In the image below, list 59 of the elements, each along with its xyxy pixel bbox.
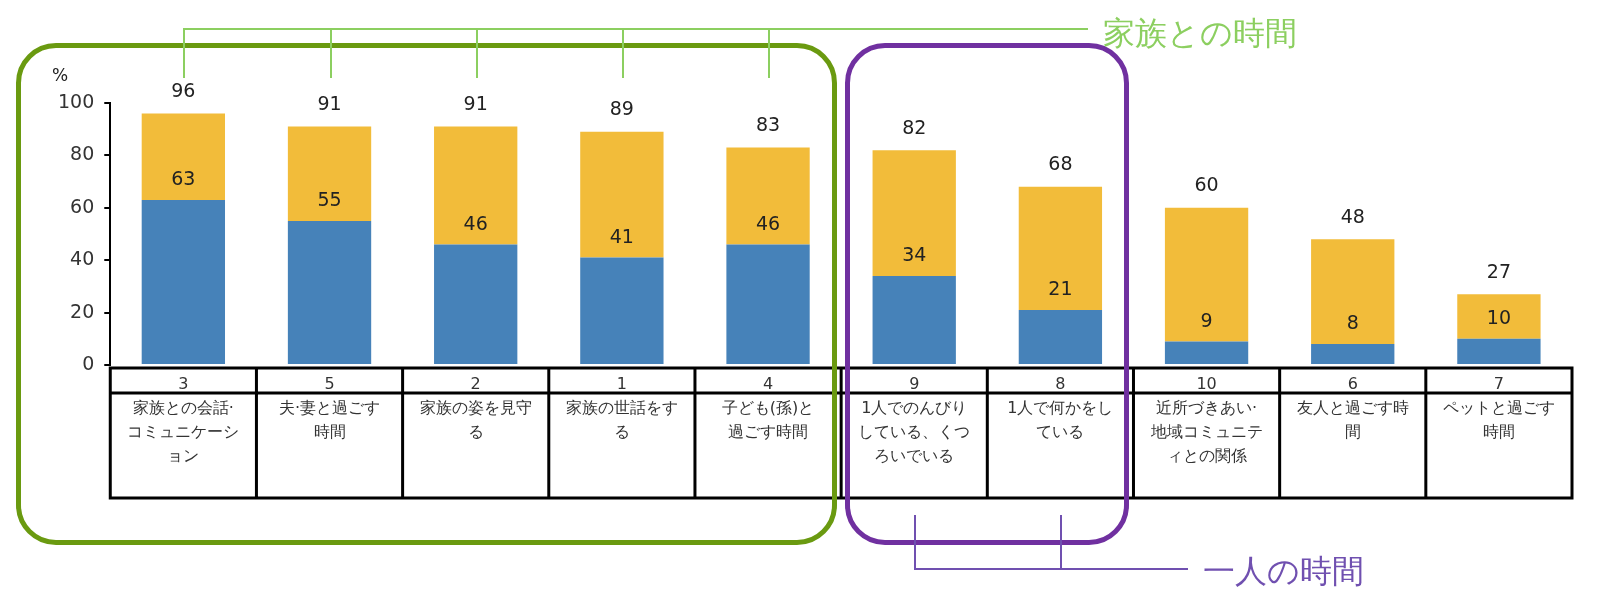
x-tick-label: 8 1人で何かをしている xyxy=(1007,374,1114,442)
x-tick-label: 9 1人でのんびりしている、くつろいでいる xyxy=(858,374,971,466)
data-label: 34 xyxy=(902,243,927,266)
bar xyxy=(1311,239,1395,345)
y-tick-label: 0 xyxy=(82,351,95,374)
data-label: 46 xyxy=(463,211,488,234)
data-label: 46 xyxy=(755,211,781,234)
bar xyxy=(1311,344,1395,364)
total-label: 91 xyxy=(463,92,488,115)
data-label: 9 xyxy=(1200,308,1213,331)
bar xyxy=(872,150,956,276)
bar xyxy=(141,199,226,364)
bar xyxy=(726,147,810,245)
bar xyxy=(580,131,664,258)
bar xyxy=(1018,186,1103,310)
total-label: 91 xyxy=(317,92,342,115)
total-label: 27 xyxy=(1486,259,1512,282)
x-tick-label: 10 近所づきあい·地域コミュニティとの関係 xyxy=(1149,374,1263,466)
data-label: 8 xyxy=(1346,311,1359,334)
x-tick-label: 5 夫·妻と過ごす時間 xyxy=(278,374,381,442)
y-tick-label: 60 xyxy=(70,194,95,217)
x-tick-label: 3 家族との会話·コミュニケーション xyxy=(127,374,240,466)
total-label: 60 xyxy=(1194,173,1219,196)
data-label: 21 xyxy=(1048,277,1073,300)
bar xyxy=(287,220,372,364)
y-axis-title: % xyxy=(52,64,69,85)
x-tick-label: 7 ペットと過ごす時間 xyxy=(1442,374,1555,442)
y-tick-label: 100 xyxy=(58,89,95,112)
total-label: 96 xyxy=(171,78,196,101)
y-tick-label: 40 xyxy=(70,247,95,270)
text: 一人の時間 xyxy=(1203,551,1364,592)
bar xyxy=(726,244,810,364)
total-label: 68 xyxy=(1048,152,1073,175)
bar xyxy=(1018,309,1103,364)
x-tick-label: 6 友人と過ごす時間 xyxy=(1296,374,1409,442)
bar xyxy=(1457,294,1541,339)
bar xyxy=(1164,207,1249,342)
y-tick-label: 20 xyxy=(70,299,95,322)
bar xyxy=(1457,338,1541,364)
total-label: 83 xyxy=(755,112,781,135)
bar xyxy=(580,257,664,364)
data-label: 41 xyxy=(609,225,634,248)
x-tick-label: 4 子ども(孫)と過ごす時間 xyxy=(721,374,815,442)
data-label: 10 xyxy=(1486,306,1512,329)
total-label: 82 xyxy=(902,115,927,138)
bar xyxy=(1164,341,1249,364)
total-label: 89 xyxy=(609,97,634,120)
x-tick-label: 2 家族の姿を見守る xyxy=(419,374,532,442)
bar xyxy=(872,275,956,364)
bar xyxy=(434,126,518,245)
bar xyxy=(287,126,372,221)
total-label: 48 xyxy=(1340,204,1365,227)
data-label: 55 xyxy=(317,188,342,211)
bar xyxy=(141,113,226,200)
y-tick-label: 80 xyxy=(70,142,95,165)
data-label: 63 xyxy=(171,167,196,190)
bar xyxy=(434,244,518,364)
x-tick-label: 1 家族の世話をする xyxy=(565,374,678,442)
text: 家族との時間 xyxy=(1103,13,1297,54)
